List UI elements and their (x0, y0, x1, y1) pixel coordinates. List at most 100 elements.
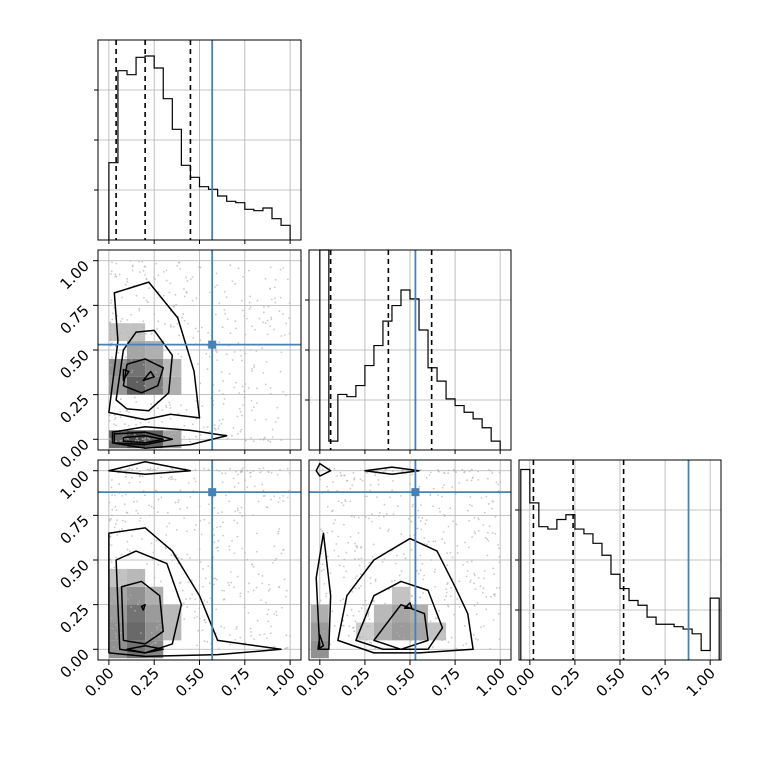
scatter-point (410, 595, 413, 598)
scatter-point (224, 312, 226, 315)
scatter-point (465, 642, 468, 645)
scatter-point (207, 565, 210, 568)
scatter-point (237, 267, 240, 270)
scatter-point (221, 589, 223, 592)
scatter-point (141, 475, 144, 478)
scatter-point (196, 438, 199, 441)
scatter-point (139, 470, 141, 473)
scatter-point (185, 598, 187, 600)
scatter-point (241, 414, 244, 417)
ytick-label-1-4: 1.00 (56, 257, 92, 293)
scatter-point (186, 553, 189, 556)
scatter-point (353, 630, 356, 633)
scatter-point (398, 574, 401, 577)
scatter-point (234, 638, 237, 641)
scatter-point (128, 481, 131, 484)
scatter-point (455, 471, 457, 474)
scatter-point (407, 517, 410, 520)
scatter-point (274, 420, 277, 423)
scatter-point (214, 577, 217, 580)
scatter-point (239, 595, 242, 598)
contour-0-1 (113, 431, 174, 446)
scatter-point (110, 301, 112, 304)
scatter-point (255, 550, 258, 553)
scatter-point (235, 628, 238, 630)
scatter-point (222, 380, 224, 382)
scatter-point (141, 260, 144, 263)
scatter-point (242, 275, 244, 278)
scatter-point (113, 646, 115, 649)
scatter-point (333, 549, 336, 552)
scatter-point (339, 471, 342, 474)
scatter-point (359, 573, 362, 576)
density-cell-1-1 (127, 640, 146, 659)
scatter-point (333, 522, 335, 525)
scatter-point (179, 581, 182, 584)
scatter-point (484, 536, 487, 539)
scatter-point (403, 637, 405, 640)
scatter-point (144, 597, 147, 600)
scatter-point (473, 572, 475, 575)
scatter-point (237, 482, 240, 484)
scatter-point (110, 568, 113, 571)
scatter-point (185, 530, 188, 533)
scatter-point (172, 478, 174, 481)
scatter-point (133, 396, 136, 399)
scatter-point (439, 510, 441, 513)
scatter-point (221, 393, 224, 395)
scatter-point (482, 591, 484, 594)
scatter-point (359, 478, 362, 481)
scatter-point (346, 614, 349, 617)
xtick-label-0-1: 0.25 (127, 664, 163, 700)
scatter-point (137, 439, 140, 442)
scatter-point (176, 607, 178, 610)
contour-1-5 (140, 603, 146, 611)
scatter-point (273, 328, 275, 331)
scatter-point (499, 481, 501, 483)
scatter-point (283, 578, 286, 581)
scatter-point (342, 624, 345, 627)
scatter-point (368, 618, 371, 621)
scatter-point (282, 266, 285, 269)
scatter-point (379, 527, 382, 530)
scatter-point (416, 603, 418, 606)
scatter-point (483, 570, 486, 572)
scatter-point (189, 440, 192, 443)
xtick-label-2-4: 1.00 (683, 664, 719, 700)
scatter-point (365, 638, 368, 641)
contour-1-3 (120, 580, 164, 645)
scatter-point (324, 614, 327, 617)
ytick-label-2-3: 0.75 (56, 511, 92, 547)
scatter-point (410, 639, 412, 642)
scatter-point (377, 483, 380, 486)
scatter-point (442, 531, 445, 533)
scatter-point (120, 578, 123, 581)
scatter-point (240, 506, 243, 509)
contour-0-2 (122, 434, 164, 444)
scatter-point (240, 359, 243, 362)
scatter-point (218, 425, 220, 427)
scatter-point (121, 439, 123, 442)
scatter-point (450, 636, 453, 639)
scatter-point (174, 501, 177, 504)
scatter-point (215, 546, 218, 549)
scatter-point (377, 624, 380, 627)
scatter-point (381, 612, 384, 615)
xtick-label-1-1: 0.25 (337, 664, 373, 700)
density-cell-1-10 (127, 586, 146, 605)
scatter-point (409, 482, 411, 485)
scatter-point (410, 548, 413, 551)
scatter-point (400, 533, 403, 536)
scatter-point (353, 515, 356, 518)
scatter-point (248, 308, 251, 310)
scatter-point (176, 322, 179, 325)
scatter-point (162, 294, 165, 297)
scatter-point (244, 641, 247, 644)
scatter-point (275, 610, 278, 613)
scatter-point (498, 555, 501, 558)
scatter-point (269, 440, 272, 443)
scatter-point (396, 505, 399, 508)
scatter-point (180, 439, 183, 442)
truth-marker-0 (208, 340, 217, 349)
